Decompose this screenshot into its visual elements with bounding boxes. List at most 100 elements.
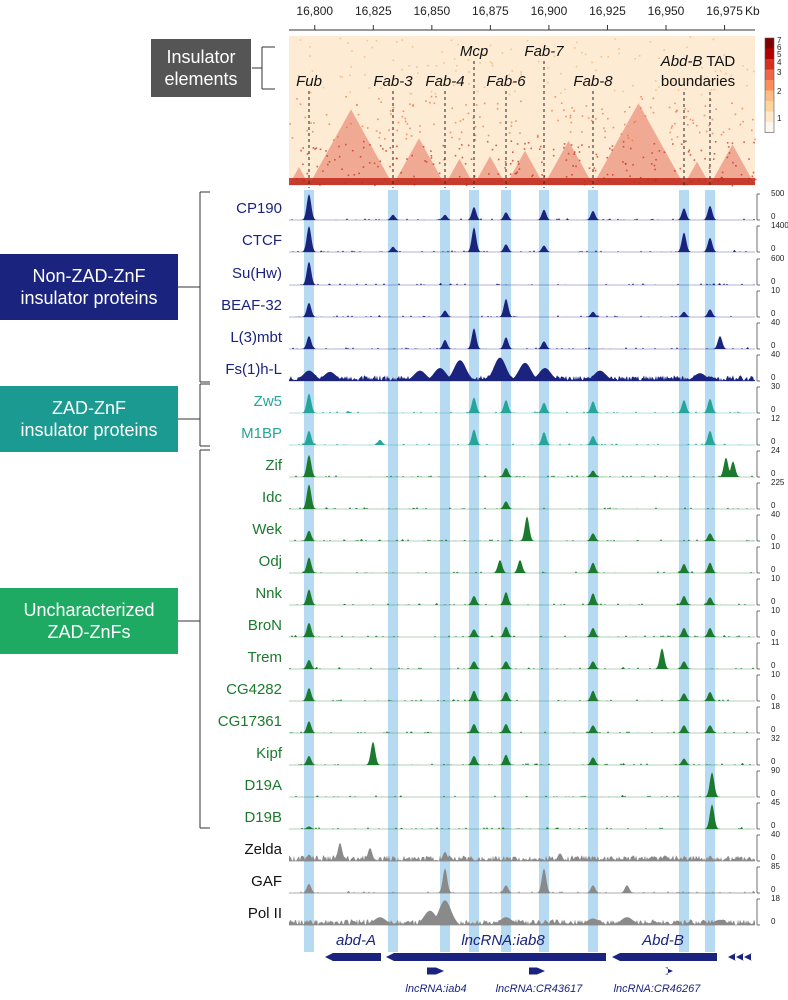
- track-signal: [289, 516, 755, 541]
- hic-pixel: [585, 105, 588, 107]
- hic-pixel: [671, 138, 673, 141]
- element-label-fab-8: Fab-8: [573, 73, 613, 90]
- hic-pixel: [310, 122, 312, 124]
- hic-pixel: [732, 161, 734, 164]
- hic-pixel: [297, 74, 300, 77]
- hic-pixel: [570, 144, 573, 146]
- hic-pixel: [390, 113, 392, 115]
- track-scale-min: 0: [771, 789, 776, 798]
- hic-pixel: [412, 104, 414, 106]
- hic-pixel: [559, 72, 562, 75]
- hic-pixel: [410, 135, 413, 137]
- hic-pixel: [576, 41, 578, 44]
- scale-swatch-3: [765, 90, 774, 101]
- hic-pixel: [606, 156, 608, 159]
- hic-pixel: [577, 146, 580, 149]
- hic-pixel: [581, 131, 583, 133]
- hic-pixel: [571, 174, 573, 176]
- hic-pixel: [654, 168, 656, 171]
- track-zif: Zif 24 0: [265, 446, 780, 478]
- scale-swatch-0: [765, 122, 774, 133]
- hic-pixel: [430, 155, 433, 157]
- hic-contact-map: [289, 36, 757, 187]
- track-beaf-32: BEAF-32 10 0: [221, 286, 780, 318]
- scale-tick-label-0: 7: [777, 36, 782, 45]
- track-scale-min: 0: [771, 597, 776, 606]
- hic-pixel: [389, 110, 392, 112]
- hic-pixel: [700, 149, 703, 152]
- hic-pixel: [488, 78, 491, 81]
- hic-pixel: [687, 151, 690, 153]
- hic-pixel: [363, 140, 365, 143]
- hic-pixel: [328, 161, 331, 163]
- hic-pixel: [557, 119, 559, 122]
- hic-pixel: [591, 61, 593, 64]
- hic-pixel: [451, 136, 453, 139]
- hic-pixel: [338, 155, 341, 158]
- boundary-band-3: [469, 190, 479, 952]
- hic-pixel: [677, 89, 680, 91]
- hic-pixel: [726, 156, 729, 159]
- track-label: CG17361: [218, 713, 282, 730]
- hic-pixel: [425, 161, 428, 163]
- hic-pixel: [650, 163, 653, 165]
- hic-pixel: [395, 157, 398, 160]
- hic-pixel: [356, 104, 358, 106]
- track-scale-max: 40: [771, 350, 780, 359]
- hic-pixel: [574, 47, 576, 49]
- hic-pixel: [676, 109, 678, 112]
- hic-pixel: [692, 119, 694, 122]
- hic-pixel: [655, 89, 657, 91]
- axis-tick-label-4: 16,900: [531, 4, 568, 18]
- hic-pixel: [520, 100, 522, 103]
- hic-pixel: [313, 122, 315, 124]
- hic-pixel: [613, 89, 616, 92]
- hic-pixel: [309, 55, 311, 57]
- group-box-uncharacterized: Uncharacterized ZAD-ZnFs: [0, 588, 178, 654]
- hic-pixel: [709, 80, 712, 83]
- hic-pixel: [595, 118, 597, 120]
- track-scale-max: 10: [771, 542, 780, 551]
- hic-pixel: [326, 155, 328, 157]
- gene-bar-lncrna-cr46267: [665, 967, 673, 975]
- hic-pixel: [728, 128, 731, 130]
- hic-pixel: [569, 116, 572, 119]
- hic-pixel: [395, 41, 398, 43]
- hic-pixel: [362, 166, 365, 168]
- hic-pixel: [742, 65, 744, 67]
- hic-pixel: [560, 102, 563, 104]
- track-fs-1-h-l: Fs(1)h-L 40 0: [225, 350, 780, 382]
- hic-pixel: [409, 92, 411, 95]
- hic-pixel: [729, 56, 731, 59]
- track-scale-max: 18: [771, 894, 780, 903]
- hic-pixel: [705, 130, 708, 133]
- track-zelda: Zelda 40 0: [244, 830, 780, 862]
- hic-pixel: [611, 149, 613, 151]
- track-scale-min: 0: [771, 309, 776, 318]
- gene-bar-abd-b: [612, 953, 717, 961]
- hic-pixel: [547, 67, 549, 69]
- hic-pixel: [573, 153, 575, 155]
- track-signal: [289, 842, 755, 861]
- hic-pixel: [552, 154, 555, 157]
- hic-pixel: [544, 49, 547, 51]
- axis-tick-label-0: 16,800: [296, 4, 333, 18]
- scale-frame: [764, 37, 775, 133]
- group-box-non-zad: Non-ZAD-ZnF insulator proteins: [0, 254, 178, 320]
- hic-pixel: [594, 169, 597, 172]
- hic-pixel: [404, 120, 407, 123]
- hic-pixel: [581, 144, 583, 146]
- insulator-bracket: [252, 46, 275, 90]
- hic-pixel: [491, 62, 493, 65]
- track-label: L(3)mbt: [230, 329, 283, 346]
- hic-pixel: [685, 140, 687, 143]
- hic-pixel: [302, 147, 304, 149]
- hic-pixel: [715, 108, 717, 110]
- hic-pixel: [474, 139, 477, 141]
- hic-pixel: [373, 162, 376, 165]
- hic-pixel: [685, 116, 688, 118]
- hic-pixel: [620, 133, 623, 135]
- hic-pixel: [740, 173, 743, 176]
- hic-pixel: [541, 161, 543, 164]
- hic-pixel: [652, 111, 655, 114]
